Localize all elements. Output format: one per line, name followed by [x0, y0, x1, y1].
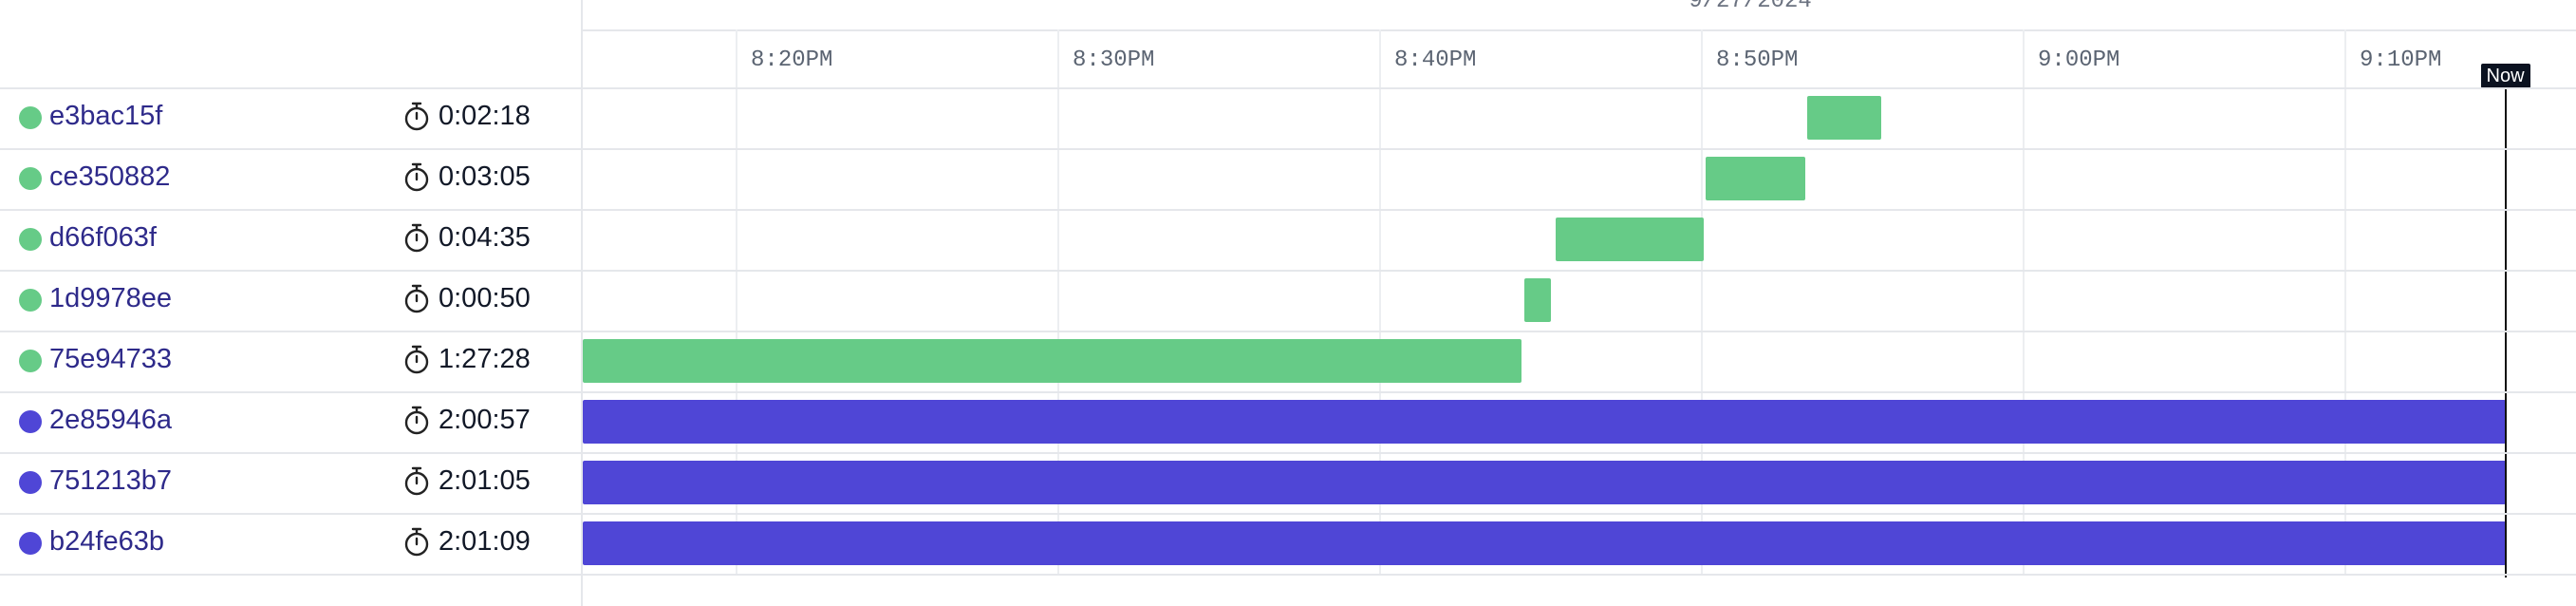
- run-duration: 2:01:09: [439, 526, 531, 557]
- now-marker-line: [2504, 87, 2507, 578]
- run-row[interactable]: 2e85946a 2:00:57: [0, 391, 581, 452]
- run-duration: 0:00:50: [439, 283, 531, 313]
- run-duration: 2:00:57: [439, 405, 531, 435]
- time-tick-label: 8:30PM: [1073, 47, 1155, 73]
- run-id-link[interactable]: d66f063f: [49, 222, 157, 253]
- run-id-link[interactable]: 75e94733: [49, 344, 173, 374]
- grid-line: [2023, 29, 2025, 575]
- row-divider: [0, 452, 2576, 454]
- status-dot-icon: [19, 410, 42, 433]
- row-divider: [0, 574, 2576, 576]
- stopwatch-icon: [402, 161, 431, 194]
- timeline-header-divider: [583, 29, 2576, 31]
- run-duration: 2:01:05: [439, 465, 531, 496]
- run-duration-bar[interactable]: [583, 461, 2506, 504]
- status-dot-icon: [19, 350, 42, 372]
- run-id-link[interactable]: ce350882: [49, 161, 171, 192]
- timeline-date-label: 9/27/2024: [1689, 0, 1812, 14]
- run-duration: 0:02:18: [439, 101, 531, 131]
- stopwatch-icon: [402, 405, 431, 437]
- run-duration-bar[interactable]: [1706, 157, 1805, 200]
- run-duration: 0:04:35: [439, 222, 531, 253]
- grid-line: [1701, 29, 1704, 575]
- status-dot-icon: [19, 106, 42, 129]
- row-divider: [0, 148, 2576, 150]
- run-duration: 0:03:05: [439, 161, 531, 192]
- status-dot-icon: [19, 471, 42, 494]
- grid-line: [1057, 29, 1060, 575]
- run-row[interactable]: e3bac15f 0:02:18: [0, 87, 581, 148]
- status-dot-icon: [19, 289, 42, 312]
- status-dot-icon: [19, 228, 42, 251]
- grid-line: [2344, 29, 2347, 575]
- stopwatch-icon: [402, 344, 431, 376]
- time-tick-label: 8:40PM: [1394, 47, 1477, 73]
- row-divider: [0, 513, 2576, 515]
- time-tick-label: 9:00PM: [2038, 47, 2120, 73]
- row-divider: [0, 209, 2576, 211]
- status-dot-icon: [19, 532, 42, 555]
- run-row[interactable]: 75e94733 1:27:28: [0, 331, 581, 391]
- time-tick-label: 8:50PM: [1716, 47, 1799, 73]
- status-dot-icon: [19, 167, 42, 190]
- run-id-link[interactable]: 2e85946a: [49, 405, 173, 435]
- run-row[interactable]: 751213b7 2:01:05: [0, 452, 581, 513]
- row-divider: [0, 331, 2576, 332]
- row-divider: [0, 87, 2576, 89]
- stopwatch-icon: [402, 283, 431, 315]
- run-duration-bar[interactable]: [1807, 96, 1882, 140]
- run-duration-bar[interactable]: [583, 400, 2506, 444]
- stopwatch-icon: [402, 222, 431, 255]
- run-duration-bar[interactable]: [583, 521, 2506, 565]
- stopwatch-icon: [402, 101, 431, 133]
- run-id-link[interactable]: 1d9978ee: [49, 283, 173, 313]
- time-tick-label: 8:20PM: [751, 47, 833, 73]
- timeline-chart: 9/27/2024 8:20PM 8:30PM 8:40PM 8:50PM 9:00PM…: [581, 0, 2576, 606]
- grid-line: [1379, 29, 1382, 575]
- run-id-link[interactable]: e3bac15f: [49, 101, 163, 131]
- row-divider: [0, 391, 2576, 393]
- time-tick-label: 9:10PM: [2360, 47, 2442, 73]
- run-duration: 1:27:28: [439, 344, 531, 374]
- run-id-link[interactable]: b24fe63b: [49, 526, 164, 557]
- row-divider: [0, 270, 2576, 272]
- run-row[interactable]: ce350882 0:03:05: [0, 148, 581, 209]
- run-row[interactable]: b24fe63b 2:01:09: [0, 513, 581, 574]
- run-duration-bar[interactable]: [583, 339, 1521, 383]
- run-row[interactable]: 1d9978ee 0:00:50: [0, 270, 581, 331]
- run-id-link[interactable]: 751213b7: [49, 465, 173, 496]
- run-list: e3bac15f 0:02:18 ce350882 0:03:05 d66f063f 0:…: [0, 0, 581, 606]
- run-duration-bar[interactable]: [1556, 218, 1704, 261]
- run-row[interactable]: d66f063f 0:04:35: [0, 209, 581, 270]
- now-marker-badge: Now: [2480, 64, 2530, 88]
- grid-line: [736, 29, 738, 575]
- run-duration-bar[interactable]: [1523, 278, 1551, 322]
- stopwatch-icon: [402, 526, 431, 559]
- stopwatch-icon: [402, 465, 431, 498]
